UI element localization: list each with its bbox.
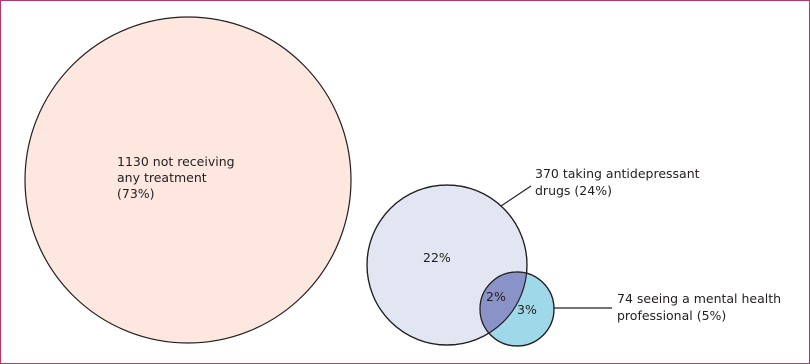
overlap-percent: 2%: [486, 289, 506, 304]
antidepressant-label-line2: drugs (24%): [535, 183, 612, 198]
not-treated-label-line1: 1130 not receiving: [117, 154, 235, 169]
mental-health-label-line1: 74 seeing a mental health: [617, 291, 781, 306]
antidepressant-leader-line: [500, 185, 532, 207]
not-treated-circle: [24, 16, 352, 344]
antidepressant-only-percent: 22%: [423, 250, 451, 265]
mental-health-outline: [479, 271, 555, 347]
mental-health-label-line2: professional (5%): [617, 308, 726, 323]
mental-health-only-percent: 3%: [517, 302, 537, 317]
not-treated-label-line2: any treatment: [117, 170, 207, 185]
antidepressant-outline: [366, 184, 528, 346]
not-treated-label-line3: (73%): [117, 186, 155, 201]
antidepressant-label-line1: 370 taking antidepressant: [535, 166, 700, 181]
